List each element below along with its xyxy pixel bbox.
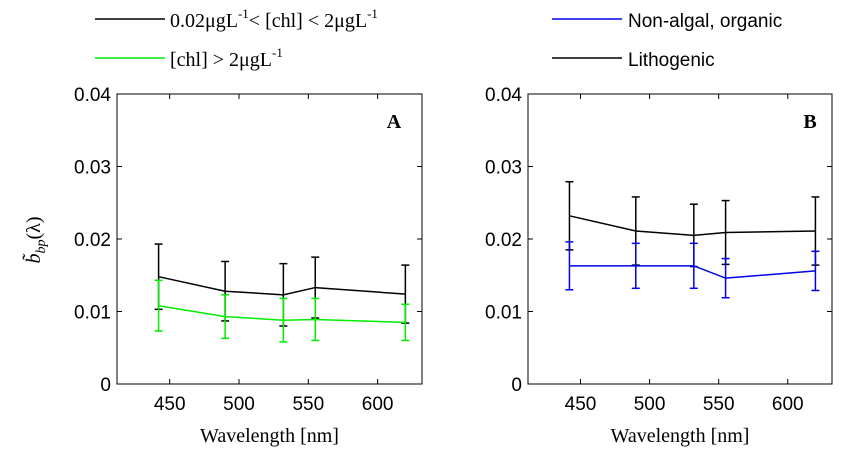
legend-right: Non-algal, organic Lithogenic [552, 11, 782, 71]
y-tick-label: 0.02 [74, 230, 111, 251]
series-line [569, 215, 816, 237]
panel-label: B [803, 111, 816, 133]
y-tick-label: 0 [511, 375, 522, 396]
y-tick-label: 0.04 [485, 85, 522, 106]
y-axis-label: b̃bp(λ) [21, 216, 49, 263]
x-tick-label: 550 [703, 394, 735, 415]
series-line [158, 275, 406, 296]
legend-label-lithogenic: Lithogenic [628, 50, 715, 71]
y-tick-label: 0.01 [485, 303, 522, 324]
panel-label: A [387, 111, 402, 133]
x-tick-label: 600 [362, 394, 394, 415]
y-tick-label: 0.02 [485, 230, 522, 251]
legend-left: 0.02μgL-1< [chl] < 2μgL-1 [chl] > 2μgL-1 [95, 6, 378, 71]
plot-frame [116, 93, 423, 385]
x-tick-label: 500 [223, 394, 255, 415]
y-tick-label: 0.03 [74, 158, 111, 179]
panel-a: 0 0.01 0.02 0.03 0.04 450 500 550 600 Wavelength … [74, 85, 423, 447]
x-axis-label: Wavelength [nm] [200, 425, 339, 447]
x-tick-label: 450 [154, 394, 186, 415]
y-tick-label: 0.04 [74, 85, 111, 106]
y-tick-label: 0 [100, 375, 111, 396]
x-tick-label: 500 [634, 394, 666, 415]
x-tick-label: 450 [565, 394, 597, 415]
legend-label-chl-low: 0.02μgL-1< [chl] < 2μgL-1 [170, 6, 378, 32]
y-tick-label: 0.01 [74, 303, 111, 324]
series-line [158, 304, 406, 324]
x-axis-label: Wavelength [nm] [611, 425, 750, 447]
legend-label-non-algal: Non-algal, organic [628, 11, 782, 32]
y-tick-label: 0.03 [485, 158, 522, 179]
x-tick-label: 600 [772, 394, 804, 415]
series-line [569, 265, 816, 279]
plot-frame [527, 93, 833, 385]
panel-b: 0 0.01 0.02 0.03 0.04 450 500 550 600 Wavelength … [485, 85, 833, 447]
x-tick-label: 550 [292, 394, 324, 415]
legend-label-chl-high: [chl] > 2μgL-1 [170, 45, 283, 71]
